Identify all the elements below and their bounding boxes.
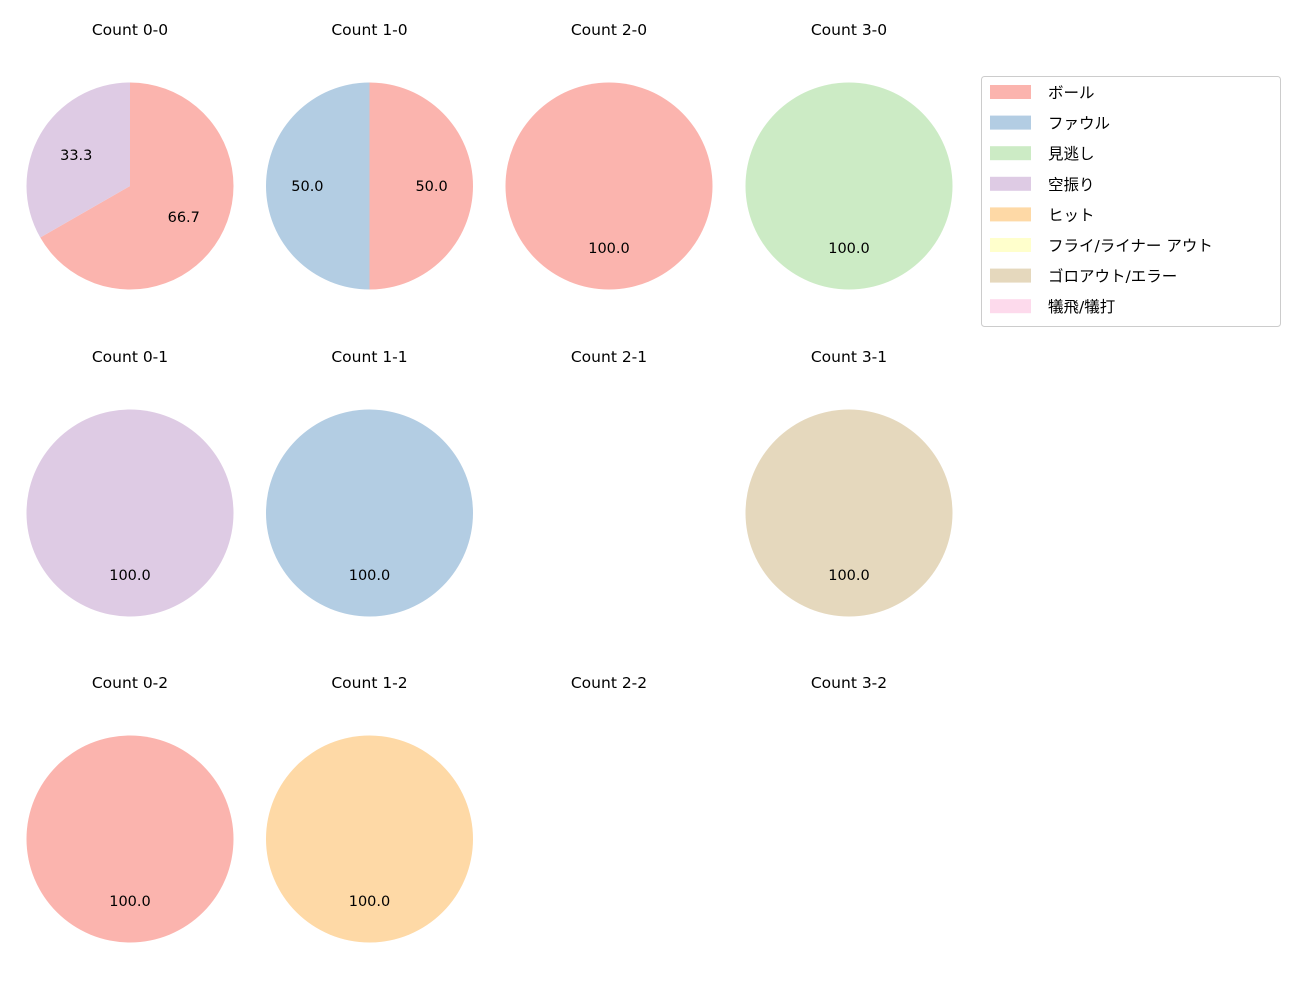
pie-slice bbox=[745, 82, 953, 290]
pie-title: Count 3-1 bbox=[811, 348, 887, 366]
pie-chart: Count 1-0 50.0 50.0 bbox=[266, 21, 473, 290]
legend-label: ボール bbox=[1048, 84, 1095, 102]
legend-swatch bbox=[990, 176, 1031, 191]
legend-frame bbox=[981, 76, 1281, 327]
pie-chart: Count 0-0 66.7 33.3 bbox=[26, 21, 234, 290]
pie-slice bbox=[266, 735, 473, 943]
slice-label: 100.0 bbox=[349, 568, 391, 584]
legend-label: 犠飛/犠打 bbox=[1048, 298, 1115, 316]
legend-swatch bbox=[990, 299, 1031, 314]
pie-slice bbox=[369, 82, 473, 290]
pie-title: Count 1-1 bbox=[331, 348, 407, 366]
pie-slice bbox=[266, 409, 473, 617]
slice-label: 50.0 bbox=[291, 179, 323, 195]
legend-swatch bbox=[990, 238, 1031, 252]
pie-title: Count 1-2 bbox=[331, 674, 407, 692]
legend-label: ファウル bbox=[1048, 115, 1110, 133]
pie-chart: Count 3-2 bbox=[811, 674, 887, 692]
legend-swatch bbox=[990, 268, 1031, 283]
legend-swatch bbox=[990, 207, 1031, 222]
pie-chart: Count 1-1 100.0 bbox=[266, 348, 473, 617]
pie-title: Count 0-1 bbox=[92, 348, 168, 366]
pie-title: Count 0-0 bbox=[92, 21, 168, 39]
pie-chart: Count 3-0 100.0 bbox=[745, 21, 953, 290]
pie-title: Count 2-2 bbox=[571, 674, 647, 692]
pie-slice bbox=[40, 82, 234, 290]
pie-chart: Count 0-2 100.0 bbox=[26, 674, 234, 943]
pie-title: Count 3-0 bbox=[811, 21, 887, 39]
pie-title: Count 0-2 bbox=[92, 674, 168, 692]
legend-label: 空振り bbox=[1048, 176, 1095, 194]
slice-label: 100.0 bbox=[588, 241, 630, 257]
slice-label: 100.0 bbox=[109, 568, 151, 584]
pie-slice bbox=[26, 82, 130, 238]
pie-slice bbox=[745, 409, 953, 617]
pie-title: Count 2-1 bbox=[571, 348, 647, 366]
pie-slice bbox=[26, 409, 234, 617]
pie-slice bbox=[26, 735, 234, 943]
legend-swatch bbox=[990, 146, 1031, 161]
pie-title: Count 2-0 bbox=[571, 21, 647, 39]
slice-label: 50.0 bbox=[415, 179, 447, 195]
legend-label: 見逃し bbox=[1048, 145, 1095, 163]
pie-chart: Count 2-0 100.0 bbox=[505, 21, 713, 290]
slice-label: 66.7 bbox=[168, 210, 200, 226]
pie-chart: Count 1-2 100.0 bbox=[266, 674, 473, 943]
pie-slice bbox=[266, 82, 370, 290]
legend-label: ヒット bbox=[1048, 206, 1095, 224]
slice-label: 100.0 bbox=[828, 241, 870, 257]
slice-label: 33.3 bbox=[60, 148, 92, 164]
pie-chart: Count 3-1 100.0 bbox=[745, 348, 953, 617]
pie-chart: Count 2-2 bbox=[571, 674, 647, 692]
slice-label: 100.0 bbox=[109, 894, 151, 910]
pie-chart: Count 0-1 100.0 bbox=[26, 348, 234, 617]
legend-swatch bbox=[990, 85, 1031, 99]
pie-title: Count 1-0 bbox=[331, 21, 407, 39]
slice-label: 100.0 bbox=[349, 894, 391, 910]
pie-title: Count 3-2 bbox=[811, 674, 887, 692]
pie-chart: Count 2-1 bbox=[571, 348, 647, 366]
pie-slice bbox=[505, 82, 713, 290]
slice-label: 100.0 bbox=[828, 568, 870, 584]
legend-label: ゴロアウト/エラー bbox=[1048, 267, 1177, 286]
legend-label: フライ/ライナー アウト bbox=[1048, 237, 1213, 255]
legend-swatch bbox=[990, 115, 1031, 130]
